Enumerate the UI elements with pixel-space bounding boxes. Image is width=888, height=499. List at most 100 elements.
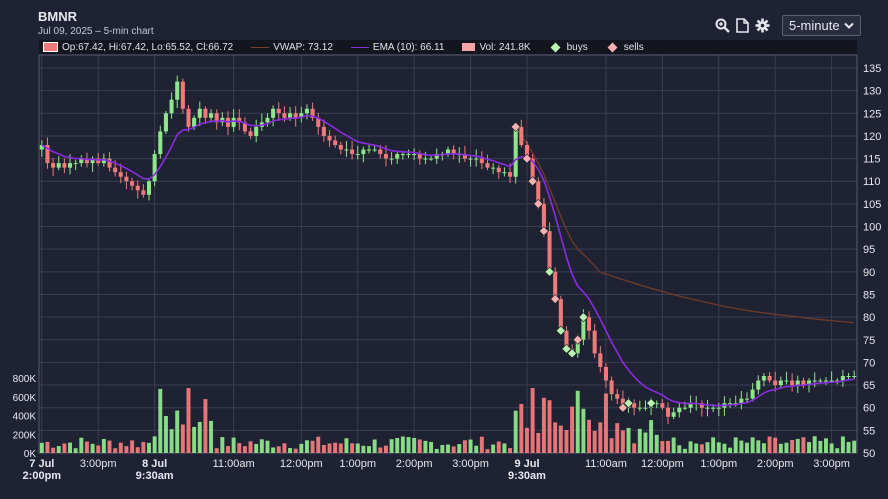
volume-bar: [254, 443, 259, 453]
ema-line: [41, 114, 855, 407]
candle-body: [474, 158, 479, 160]
candle-body: [84, 158, 89, 164]
legend-buys-label: buys: [566, 41, 588, 53]
volume-bar: [643, 432, 648, 453]
price-tick-label: 110: [863, 176, 881, 188]
candle-body: [530, 158, 535, 182]
zoom-icon[interactable]: [714, 18, 730, 34]
price-tick-label: 75: [863, 335, 875, 347]
candle-body: [728, 403, 733, 405]
volume-bar: [56, 446, 61, 453]
candle-body: [344, 149, 349, 151]
volume-bar: [745, 442, 749, 453]
candle-body: [423, 158, 428, 160]
volume-bar: [101, 438, 106, 453]
price-tick-label: 95: [863, 244, 875, 256]
volume-bar: [321, 444, 326, 453]
candle-body: [756, 380, 761, 390]
candle-body: [468, 158, 473, 160]
candle-body: [304, 108, 309, 114]
volume-bar: [304, 440, 309, 453]
candle-body: [124, 176, 129, 182]
legend-sells-label: sells: [623, 41, 644, 53]
volume-bar: [541, 397, 546, 453]
legend-vwap-line: [251, 46, 270, 48]
document-icon[interactable]: [734, 18, 750, 34]
candle-body: [846, 376, 851, 377]
candle-body: [400, 154, 405, 156]
candle-body: [575, 339, 580, 354]
volume-bar: [135, 447, 140, 453]
volume-bar: [299, 443, 304, 453]
volume-bar: [141, 441, 146, 453]
candle-body: [637, 407, 642, 409]
volume-bar: [485, 449, 490, 453]
volume-bar: [175, 410, 180, 453]
candle-body: [524, 145, 530, 159]
volume-bar: [361, 445, 366, 453]
volume-bar: [632, 443, 637, 453]
volume-bar: [338, 443, 343, 453]
candle-body: [361, 149, 366, 155]
volume-bar: [434, 448, 439, 453]
volume-bar: [812, 436, 817, 453]
buy-marker: [555, 325, 566, 336]
volume-bar: [496, 441, 501, 453]
price-tick-label: 65: [863, 380, 875, 392]
candle-body: [192, 117, 197, 127]
candle-body: [660, 403, 665, 408]
volume-bar: [553, 422, 558, 453]
volume-bar: [180, 424, 185, 453]
gear-icon[interactable]: [754, 18, 770, 34]
candle-body: [203, 108, 208, 118]
candle-body: [62, 163, 67, 168]
candle-body: [406, 154, 411, 156]
volume-bar: [722, 443, 727, 453]
candle-body: [135, 185, 140, 191]
time-tick-label: 11:00am: [213, 458, 255, 470]
volume-bar: [609, 438, 614, 453]
volume-bar: [852, 440, 857, 453]
volume-bar: [446, 444, 450, 453]
candle-body: [141, 190, 146, 195]
candle-body: [445, 149, 451, 155]
volume-bar: [525, 427, 529, 453]
candle-body: [688, 403, 693, 408]
volume-bar: [739, 440, 744, 453]
volume-bar: [378, 447, 383, 453]
buy-marker: [561, 343, 572, 354]
legend-volume-label: Vol: 241.8K: [479, 41, 531, 53]
legend-volume-swatch: [462, 43, 476, 51]
volume-bar: [773, 437, 778, 453]
volume-bar: [130, 440, 135, 453]
candle-body: [807, 380, 812, 386]
volume-bar: [367, 446, 371, 453]
candle-body: [818, 380, 823, 382]
volume-bar: [666, 440, 670, 453]
volume-tick-label: 400K: [13, 412, 37, 423]
candle-body: [327, 135, 332, 141]
candle-body: [429, 158, 434, 160]
volume-bar: [728, 447, 733, 453]
volume-bar: [491, 444, 496, 453]
candle-body: [823, 380, 829, 382]
interval-select[interactable]: 5-minute: [782, 15, 861, 36]
volume-bar: [231, 437, 236, 453]
volume-bar: [519, 403, 524, 453]
candle-body: [73, 163, 78, 165]
price-tick-label: 70: [863, 357, 875, 369]
candle-body: [519, 126, 524, 145]
price-tick-label: 105: [863, 199, 881, 211]
volume-bar: [784, 442, 789, 453]
volume-tick-label: 200K: [13, 430, 37, 441]
volume-bar: [276, 446, 281, 453]
volume-bar: [558, 425, 563, 453]
chart-legend: Op:67.42, Hi:67.42, Lo:65.52, Cl:66.72 V…: [39, 40, 857, 54]
volume-bar: [462, 440, 467, 453]
candle-body: [795, 380, 800, 386]
volume-bar: [316, 436, 321, 453]
candle-body: [395, 154, 400, 159]
candle-body: [366, 149, 372, 151]
candle-body: [271, 108, 276, 118]
